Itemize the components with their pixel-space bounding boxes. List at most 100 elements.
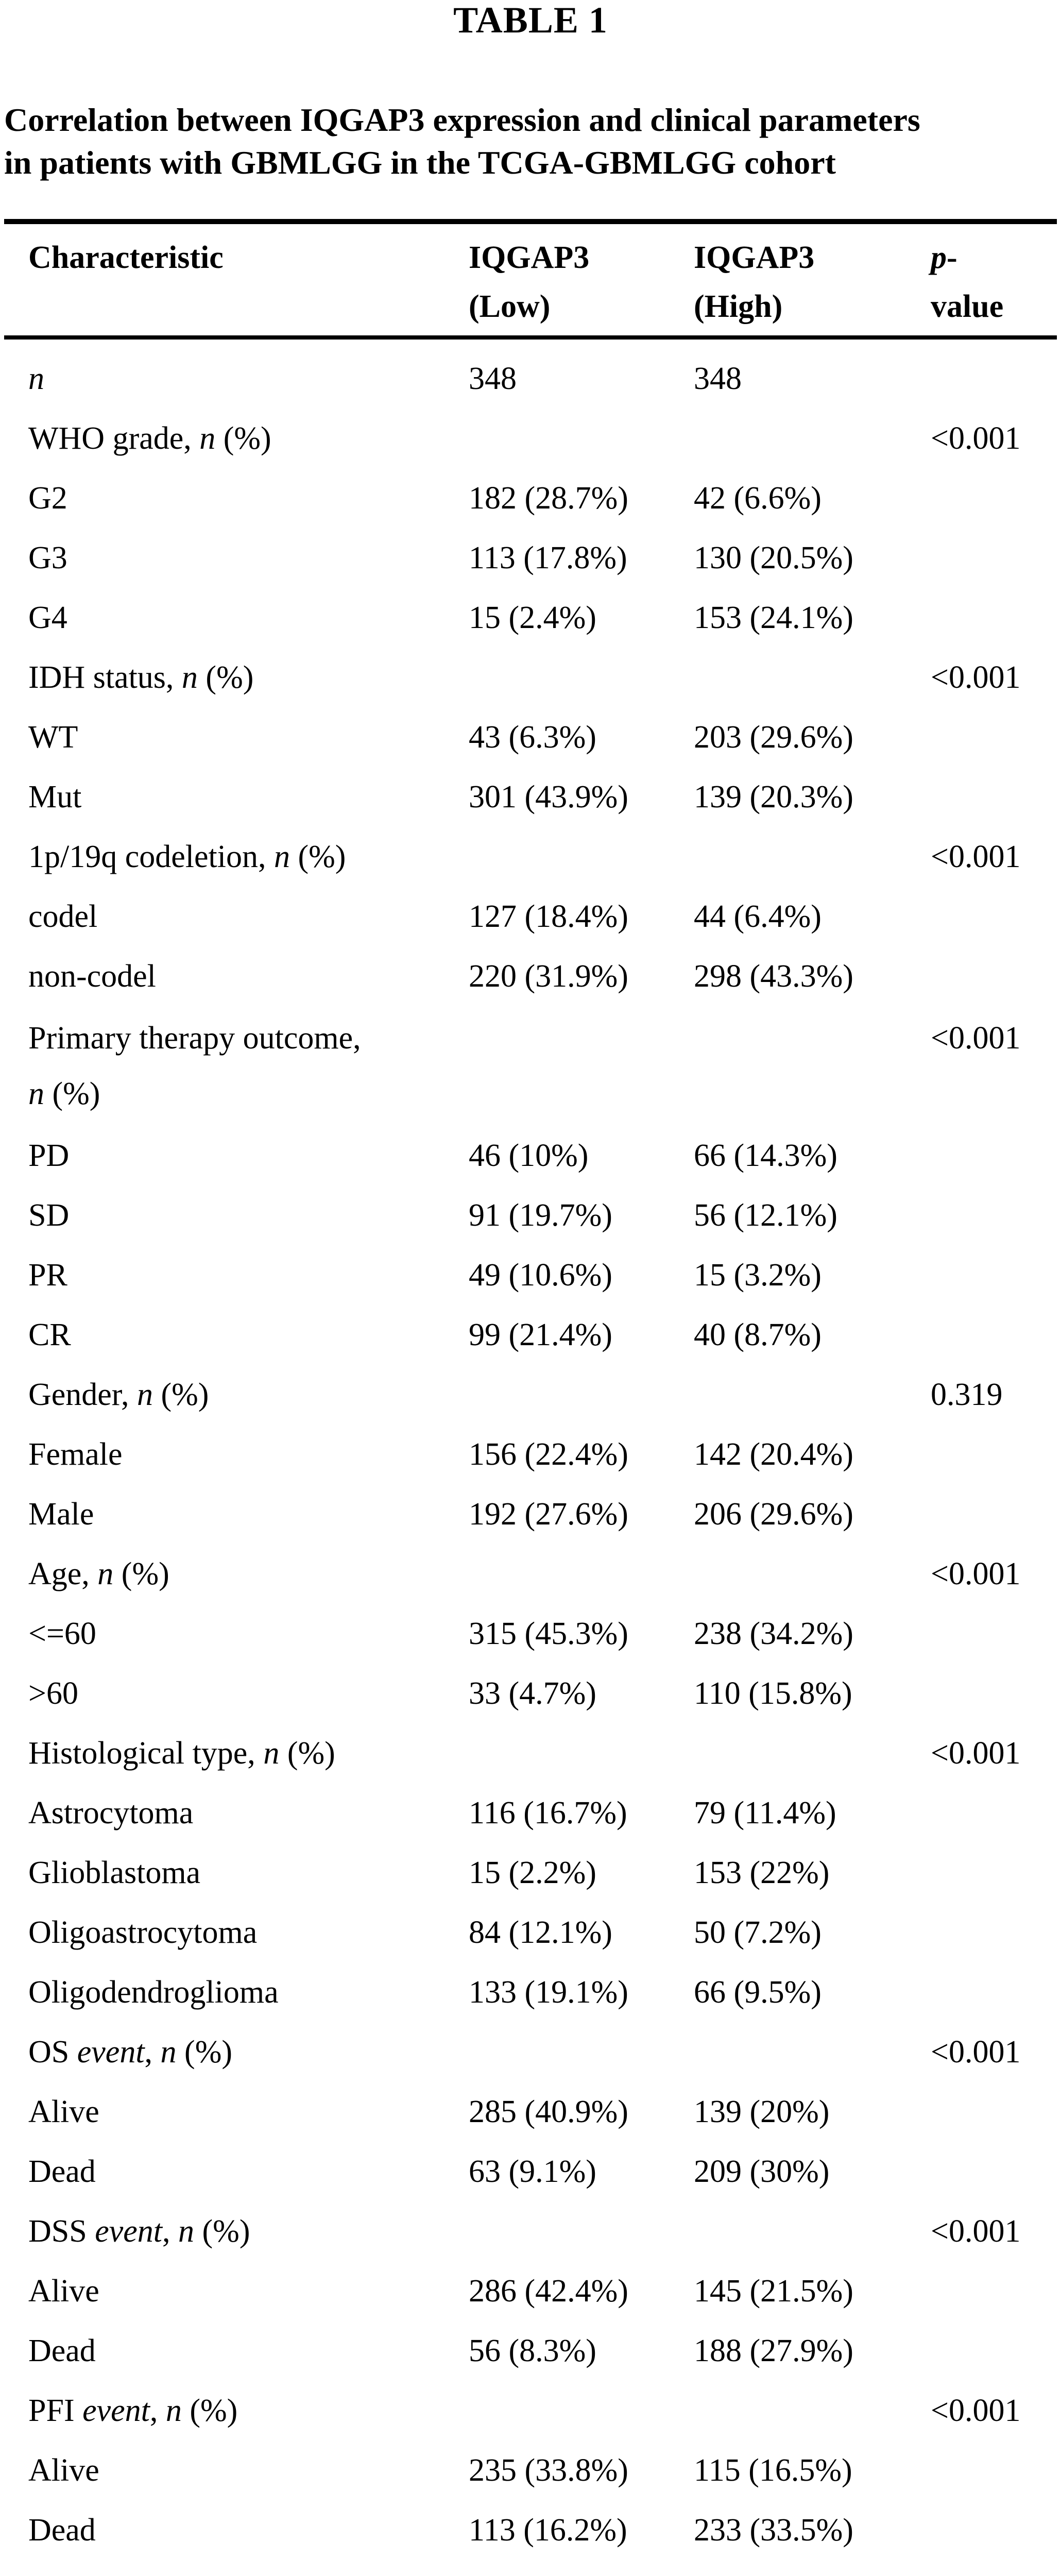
cell-iqgap3-low: 235 (33.8%) xyxy=(469,2453,628,2488)
table-row: DSS event, n (%) <0.001 xyxy=(0,2201,1061,2261)
cell-iqgap3-high: 15 (3.2%) xyxy=(694,1258,822,1293)
cell-iqgap3-high: 66 (14.3%) xyxy=(694,1138,837,1173)
cell-characteristic: >60 xyxy=(28,1676,78,1711)
cell-characteristic: Female xyxy=(28,1437,123,1472)
cell-iqgap3-high: 209 (30%) xyxy=(694,2154,830,2189)
cell-iqgap3-low: 315 (45.3%) xyxy=(469,1616,628,1651)
table-row: PFI event, n (%) <0.001 xyxy=(0,2381,1061,2441)
table-row: Dead 56 (8.3%) 188 (27.9%) xyxy=(0,2321,1061,2381)
table-row: 1p/19q codeletion, n (%) <0.001 xyxy=(0,827,1061,887)
cell-characteristic: IDH status, n (%) xyxy=(28,660,254,695)
cell-characteristic: n xyxy=(28,361,44,396)
cell-characteristic: <=60 xyxy=(28,1616,96,1651)
table-row: Oligodendroglioma 133 (19.1%) 66 (9.5%) xyxy=(0,1962,1061,2022)
cell-iqgap3-high: 233 (33.5%) xyxy=(694,2513,853,2548)
cell-characteristic: codel xyxy=(28,899,98,934)
cell-p-value: <0.001 xyxy=(931,2214,1021,2249)
cell-characteristic: Male xyxy=(28,1497,94,1532)
cell-characteristic: Histological type, n (%) xyxy=(28,1736,335,1771)
table-row: SD 91 (19.7%) 56 (12.1%) xyxy=(0,1185,1061,1245)
cell-iqgap3-low: 182 (28.7%) xyxy=(469,481,628,516)
cell-iqgap3-low: 15 (2.2%) xyxy=(469,1855,596,1890)
cell-characteristic: Alive xyxy=(28,2094,99,2129)
table-row: PR 49 (10.6%) 15 (3.2%) xyxy=(0,1245,1061,1305)
cell-iqgap3-low: 15 (2.4%) xyxy=(469,600,596,635)
cell-characteristic: Gender, n (%) xyxy=(28,1377,209,1412)
cell-iqgap3-high: 139 (20.3%) xyxy=(694,779,853,815)
cell-iqgap3-low: 99 (21.4%) xyxy=(469,1317,612,1352)
table-caption: Correlation between IQGAP3 expression an… xyxy=(0,98,1061,184)
cell-iqgap3-low: 84 (12.1%) xyxy=(469,1915,612,1950)
table-row: WT 43 (6.3%) 203 (29.6%) xyxy=(0,707,1061,767)
table-row: G4 15 (2.4%) 153 (24.1%) xyxy=(0,588,1061,648)
cell-iqgap3-high: 79 (11.4%) xyxy=(694,1795,836,1831)
cell-characteristic: PD xyxy=(28,1138,70,1173)
cell-iqgap3-high: 142 (20.4%) xyxy=(694,1437,853,1472)
cell-characteristic: Dead xyxy=(28,2513,96,2548)
cell-characteristic: Primary therapy outcome, n (%) xyxy=(28,1021,361,1111)
table-row: n 348 348 xyxy=(0,349,1061,409)
cell-characteristic: Glioblastoma xyxy=(28,1855,201,1890)
cell-iqgap3-low: 91 (19.7%) xyxy=(469,1198,612,1233)
cell-iqgap3-high: 206 (29.6%) xyxy=(694,1497,853,1532)
table-row: codel 127 (18.4%) 44 (6.4%) xyxy=(0,887,1061,946)
table-row: WHO grade, n (%) <0.001 xyxy=(0,409,1061,468)
cell-characteristic: Alive xyxy=(28,2453,99,2488)
cell-iqgap3-high: 53 (39, 63) xyxy=(694,2562,931,2576)
cell-characteristic: Alive xyxy=(28,2274,99,2309)
table-row: Dead 113 (16.2%) 233 (33.5%) xyxy=(0,2500,1061,2560)
cell-iqgap3-low: 127 (18.4%) xyxy=(469,899,628,934)
table-row: G2 182 (28.7%) 42 (6.6%) xyxy=(0,468,1061,528)
cell-iqgap3-high: 110 (15.8%) xyxy=(694,1676,852,1711)
cell-p-value: <0.001 xyxy=(931,839,1021,874)
table-row: OS event, n (%) <0.001 xyxy=(0,2022,1061,2082)
cell-iqgap3-high: 188 (27.9%) xyxy=(694,2333,853,2368)
cell-iqgap3-high: 40 (8.7%) xyxy=(694,1317,822,1352)
cell-iqgap3-high: 153 (22%) xyxy=(694,1855,830,1890)
cell-characteristic: SD xyxy=(28,1198,70,1233)
cell-p-value: <0.001 xyxy=(931,2562,1055,2576)
table-row: Female 156 (22.4%) 142 (20.4%) xyxy=(0,1425,1061,1484)
cell-p-value: <0.001 xyxy=(931,1556,1021,1591)
header-p-value: p- value xyxy=(931,240,1004,324)
table-row: Dead 63 (9.1%) 209 (30%) xyxy=(0,2142,1061,2201)
cell-p-value: <0.001 xyxy=(931,2393,1021,2428)
header-characteristic: Characteristic xyxy=(28,240,224,275)
cell-iqgap3-high: 130 (20.5%) xyxy=(694,540,853,575)
cell-characteristic: OS event, n (%) xyxy=(28,2035,232,2070)
cell-iqgap3-low: 116 (16.7%) xyxy=(469,1795,627,1831)
cell-iqgap3-high: 139 (20%) xyxy=(694,2094,830,2129)
cell-p-value: <0.001 xyxy=(931,1736,1021,1771)
cell-p-value: <0.001 xyxy=(931,660,1021,695)
cell-characteristic: WT xyxy=(28,720,78,755)
cell-characteristic: Mut xyxy=(28,779,82,815)
cell-iqgap3-low: 39 (32, 51) xyxy=(469,2562,694,2576)
table-row: Alive 235 (33.8%) 115 (16.5%) xyxy=(0,2441,1061,2500)
caption-line-2: in patients with GBMLGG in the TCGA-GBML… xyxy=(4,144,836,181)
cell-characteristic: Oligoastrocytoma xyxy=(28,1915,258,1950)
table-header: Characteristic IQGAP3 (Low) IQGAP3 (High… xyxy=(0,224,1061,331)
cell-iqgap3-high: 203 (29.6%) xyxy=(694,720,853,755)
cell-p-value: 0.319 xyxy=(931,1377,1003,1412)
cell-iqgap3-low: 156 (22.4%) xyxy=(469,1437,628,1472)
table-row: Astrocytoma 116 (16.7%) 79 (11.4%) xyxy=(0,1783,1061,1843)
table-row: Age, n (%) <0.001 xyxy=(0,1544,1061,1604)
cell-characteristic: Age, median (IQR) xyxy=(28,2562,469,2576)
cell-iqgap3-low: 192 (27.6%) xyxy=(469,1497,628,1532)
table-label: TABLE 1 xyxy=(453,0,608,41)
table-top-rule xyxy=(4,219,1057,224)
cell-iqgap3-low: 348 xyxy=(469,361,517,396)
cell-characteristic: PFI event, n (%) xyxy=(28,2393,238,2428)
cell-characteristic: Astrocytoma xyxy=(28,1795,194,1831)
table-row: >60 33 (4.7%) 110 (15.8%) xyxy=(0,1664,1061,1723)
cell-iqgap3-low: 113 (16.2%) xyxy=(469,2513,627,2548)
table-row: Male 192 (27.6%) 206 (29.6%) xyxy=(0,1484,1061,1544)
cell-iqgap3-low: 63 (9.1%) xyxy=(469,2154,596,2189)
cell-iqgap3-high: 50 (7.2%) xyxy=(694,1915,822,1950)
cell-characteristic: WHO grade, n (%) xyxy=(28,421,271,456)
cell-iqgap3-high: 348 xyxy=(694,361,742,396)
table-row: PD 46 (10%) 66 (14.3%) xyxy=(0,1126,1061,1185)
cell-iqgap3-low: 56 (8.3%) xyxy=(469,2333,596,2368)
cell-iqgap3-low: 46 (10%) xyxy=(469,1138,589,1173)
